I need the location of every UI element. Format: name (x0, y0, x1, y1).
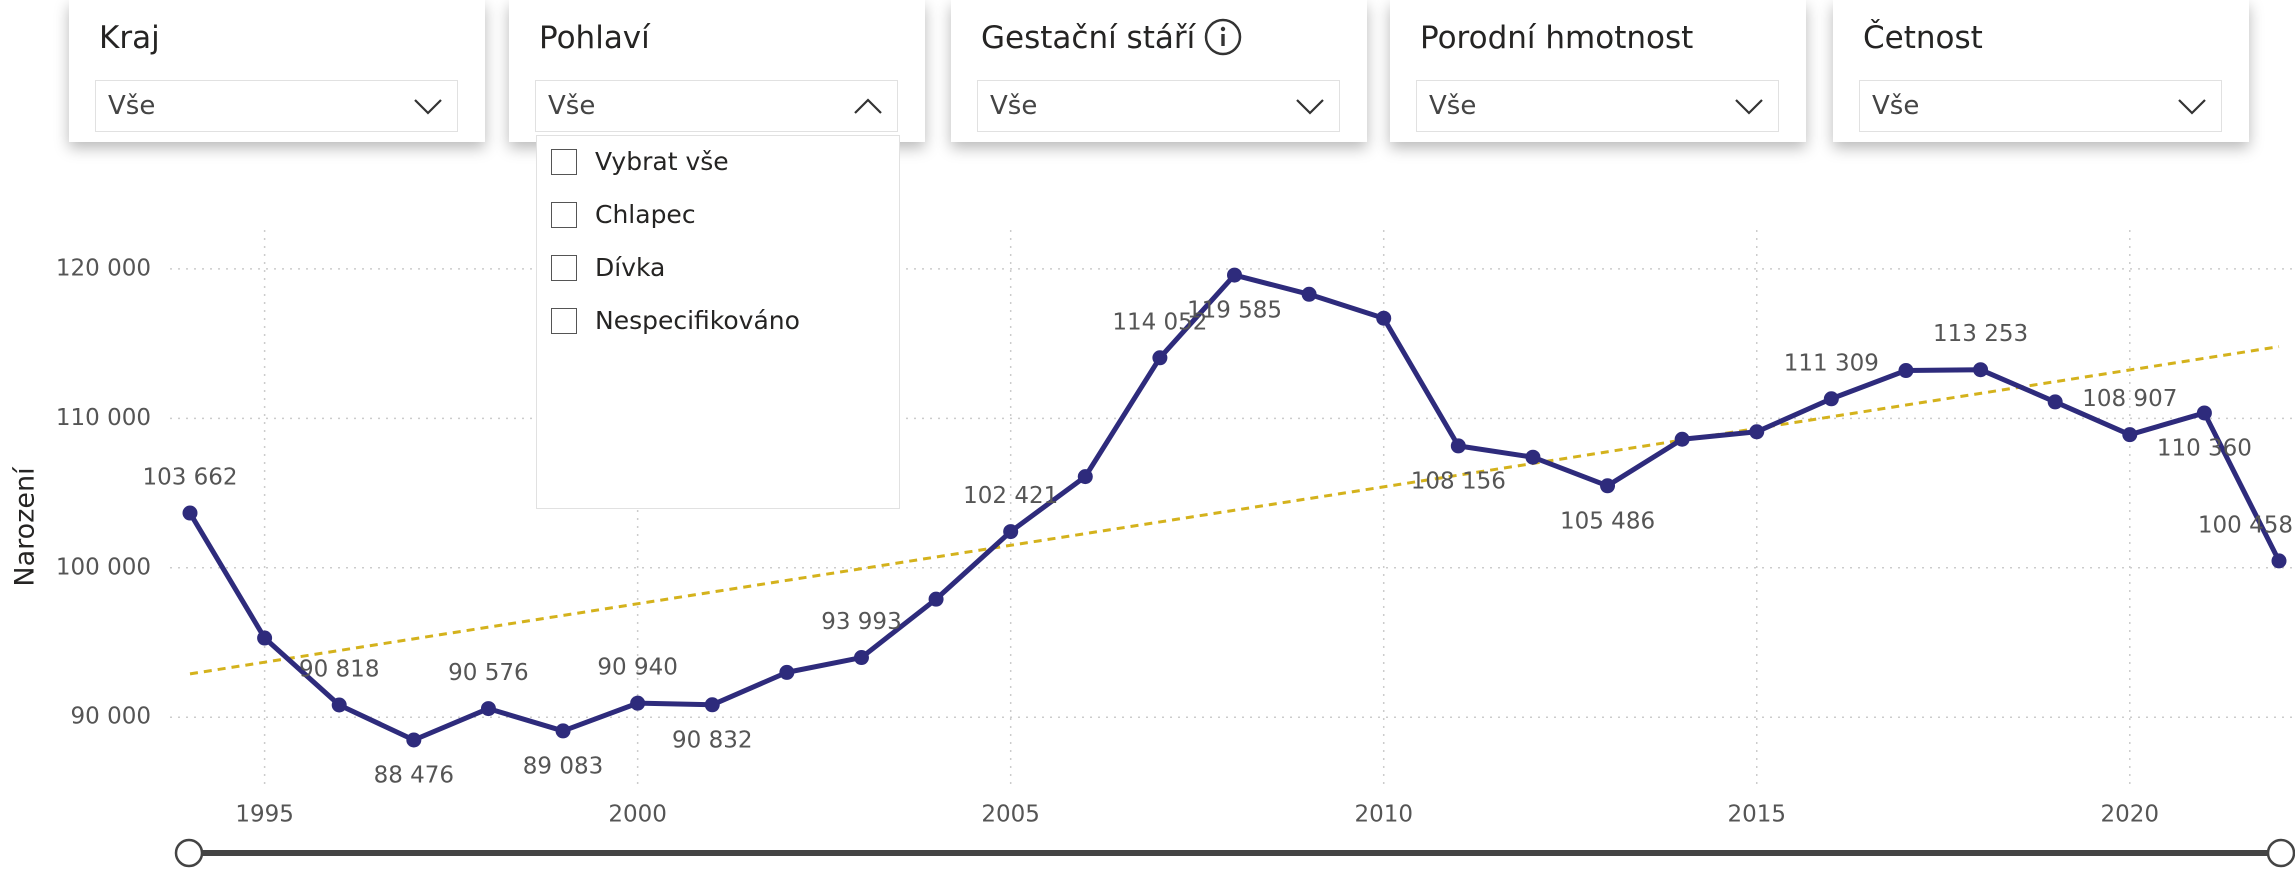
data-point (480, 701, 496, 717)
data-point (1152, 350, 1168, 366)
filter-card: Četnost Vše (1833, 0, 2249, 142)
data-label: 90 832 (672, 727, 752, 753)
data-point (1525, 449, 1541, 465)
data-point (1077, 469, 1093, 485)
data-label: 108 156 (1411, 468, 1506, 494)
data-label: 88 476 (374, 762, 454, 788)
item-label: Chlapec (595, 200, 696, 229)
chevron (854, 98, 882, 114)
x-tick-label: 2020 (2101, 802, 2160, 828)
data-point (1301, 286, 1317, 302)
checkbox[interactable] (551, 255, 577, 281)
data-point (555, 723, 571, 739)
data-point (1600, 478, 1616, 494)
data-point (853, 650, 869, 666)
item-label: Nespecifikováno (595, 306, 800, 335)
data-point (2271, 553, 2287, 569)
chevron (1735, 99, 1763, 115)
data-point (1898, 363, 1914, 379)
filter-card: Porodní hmotnost Vše (1390, 0, 1806, 142)
data-point (1003, 524, 1019, 540)
data-label: 90 940 (597, 655, 677, 681)
data-point (2196, 405, 2212, 421)
x-tick-label: 2000 (608, 802, 667, 828)
data-label: 108 907 (2082, 386, 2177, 412)
data-label: 113 253 (1933, 321, 2028, 347)
y-tick-label: 90 000 (71, 704, 151, 730)
data-label: 90 576 (448, 660, 528, 686)
data-label: 105 486 (1560, 508, 1655, 534)
dropdown-box[interactable]: Vše (1859, 80, 2222, 132)
chevron (2178, 99, 2206, 115)
data-label: 114 052 (1112, 309, 1207, 335)
data-label: 103 662 (142, 465, 237, 491)
data-label: 93 993 (821, 609, 901, 635)
data-point (1376, 310, 1392, 326)
checkbox[interactable] (551, 308, 577, 334)
item-label: Dívka (595, 253, 666, 282)
range-slider-handle[interactable] (2266, 838, 2295, 868)
grid (170, 230, 2295, 790)
data-label: 100 458 (2198, 512, 2293, 538)
filter-card: Pohlaví Vše (509, 0, 925, 142)
dropdown-value: Vše (1872, 91, 1920, 121)
data-point (1227, 267, 1242, 283)
item-label: Vybrat vše (595, 147, 729, 176)
data-point (2047, 394, 2063, 410)
data-point (257, 630, 273, 646)
trend-line (189, 345, 2280, 676)
data-point (1749, 424, 1765, 440)
filter-card: Gestační stáří Vše (951, 0, 1367, 142)
y-axis-title: Narození (10, 466, 41, 587)
y-tick-label: 120 000 (56, 255, 151, 281)
dropdown-box[interactable]: Vše (977, 80, 1340, 132)
x-tick-label: 2015 (1727, 802, 1786, 828)
dropdown-value: Vše (990, 91, 1038, 121)
x-tick-label: 1995 (235, 802, 294, 828)
y-tick-label: 110 000 (56, 405, 151, 431)
chevron (1296, 99, 1324, 115)
data-point (704, 697, 720, 713)
checkbox[interactable] (551, 202, 577, 228)
dropdown-box[interactable]: Vše (1416, 80, 1779, 132)
data-point (1674, 431, 1690, 447)
data-point (1973, 362, 1989, 378)
checkbox[interactable] (551, 149, 577, 175)
dropdown-box[interactable]: Vše (95, 80, 458, 132)
dropdown-value: Vše (108, 91, 156, 121)
chevron (414, 99, 442, 115)
filter-card: Kraj Vše (69, 0, 485, 142)
data-point (1450, 438, 1466, 454)
data-label: 111 309 (1784, 350, 1879, 376)
data-point (406, 732, 422, 748)
data-label: 119 585 (1187, 298, 1282, 324)
range-slider-handle[interactable] (174, 838, 204, 868)
dropdown-box[interactable]: Vše (535, 80, 898, 132)
x-tick-label: 2010 (1354, 802, 1413, 828)
data-label: 90 818 (299, 656, 379, 682)
data-point (182, 505, 198, 521)
info-icon[interactable] (1203, 17, 1243, 57)
x-tick-label: 2005 (981, 802, 1040, 828)
filter-title: Kraj (99, 20, 160, 56)
dropdown-list: Vybrat vše Chlapec Dívka Nespecifikováno (536, 135, 900, 509)
y-tick-label: 100 000 (56, 554, 151, 580)
data-point (331, 697, 347, 713)
filter-title: Porodní hmotnost (1420, 20, 1694, 56)
data-label: 102 421 (963, 483, 1058, 509)
filter-title: Gestační stáří (981, 18, 1242, 56)
filter-title: Pohlaví (539, 20, 650, 56)
dropdown-value: Vše (548, 91, 596, 121)
filter-title: Četnost (1863, 20, 1983, 56)
data-label: 89 083 (523, 753, 603, 779)
data-point (1823, 391, 1839, 407)
data-label: 110 360 (2157, 435, 2252, 461)
data-point (630, 695, 646, 711)
data-point (779, 664, 795, 680)
data-point (928, 591, 944, 607)
dropdown-value: Vše (1429, 91, 1477, 121)
data-point (2122, 427, 2138, 443)
